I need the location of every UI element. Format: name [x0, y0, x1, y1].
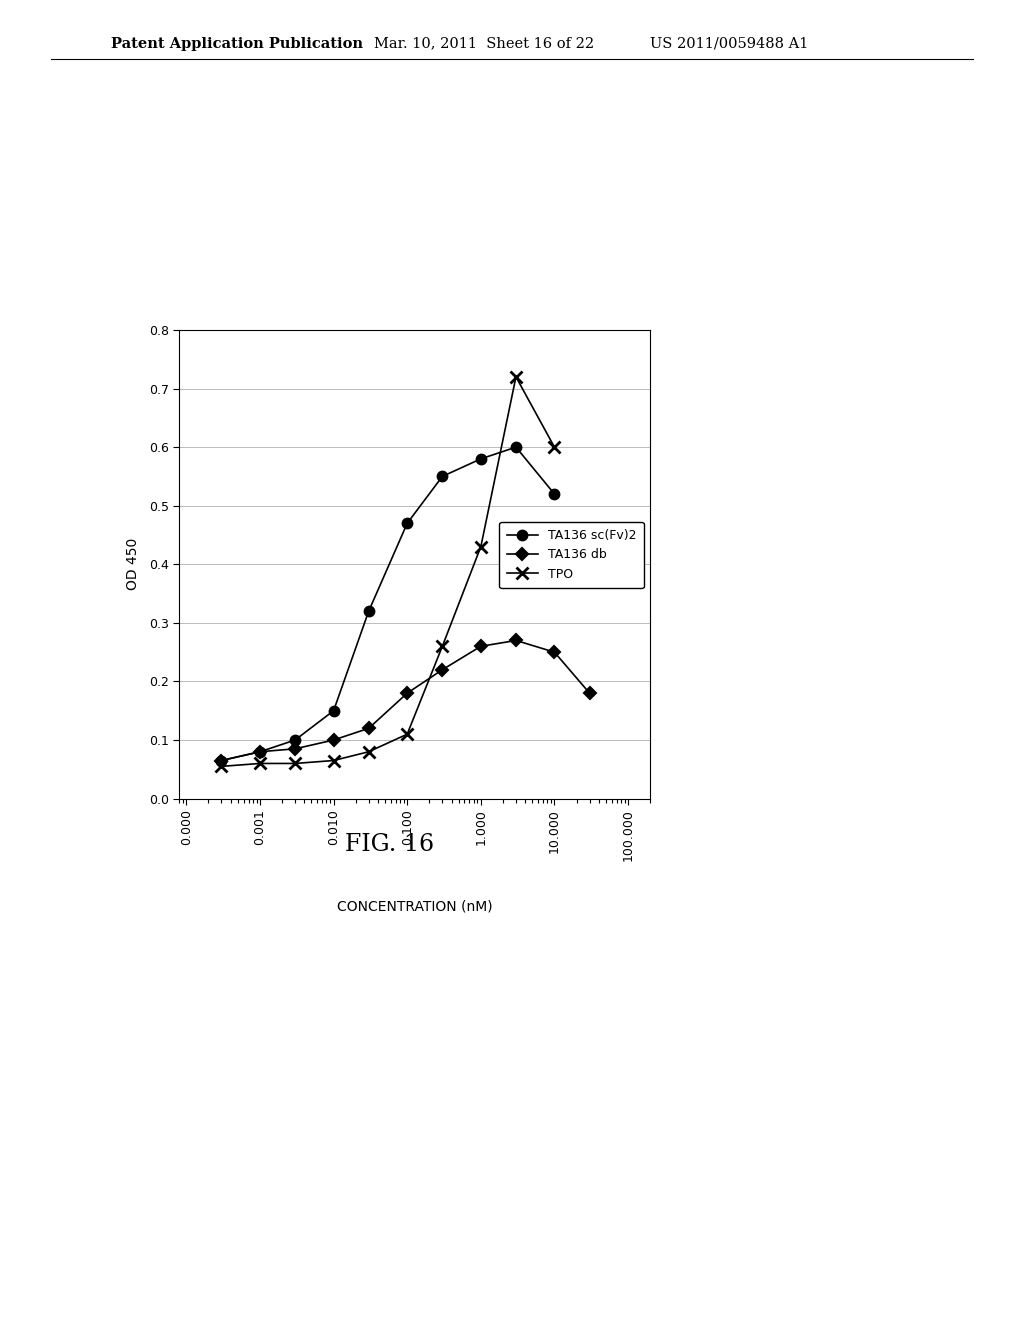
Line: TA136 sc(Fv)2: TA136 sc(Fv)2	[217, 442, 559, 766]
TA136 db	[401, 685, 414, 701]
TPO	[215, 759, 227, 775]
Text: Patent Application Publication: Patent Application Publication	[111, 37, 362, 50]
TPO	[254, 755, 266, 771]
TPO	[401, 726, 414, 742]
TA136 sc(Fv)2	[436, 469, 449, 484]
TA136 db	[510, 632, 522, 648]
TA136 db	[475, 639, 487, 655]
Text: Mar. 10, 2011  Sheet 16 of 22: Mar. 10, 2011 Sheet 16 of 22	[374, 37, 594, 50]
TA136 sc(Fv)2	[401, 515, 414, 531]
TPO	[328, 752, 340, 768]
Legend: TA136 sc(Fv)2, TA136 db, TPO: TA136 sc(Fv)2, TA136 db, TPO	[500, 521, 644, 589]
Text: US 2011/0059488 A1: US 2011/0059488 A1	[650, 37, 809, 50]
TPO	[362, 744, 375, 760]
TA136 db	[584, 685, 596, 701]
TA136 sc(Fv)2	[510, 440, 522, 455]
Text: FIG. 16: FIG. 16	[344, 833, 434, 857]
TPO	[289, 755, 301, 771]
TPO	[510, 368, 522, 385]
TPO	[436, 639, 449, 655]
TA136 sc(Fv)2	[362, 603, 375, 619]
TA136 db	[436, 661, 449, 677]
TA136 db	[362, 721, 375, 737]
X-axis label: CONCENTRATION (nM): CONCENTRATION (nM)	[337, 900, 493, 913]
TA136 db	[548, 644, 560, 660]
TA136 db	[289, 741, 301, 756]
Line: TA136 db: TA136 db	[217, 636, 594, 764]
Y-axis label: OD 450: OD 450	[126, 539, 140, 590]
TA136 sc(Fv)2	[289, 733, 301, 748]
TA136 sc(Fv)2	[254, 744, 266, 760]
TA136 db	[254, 744, 266, 760]
TA136 sc(Fv)2	[548, 486, 560, 502]
TA136 db	[215, 752, 227, 768]
TA136 sc(Fv)2	[328, 702, 340, 718]
Line: TPO: TPO	[215, 371, 561, 772]
TA136 sc(Fv)2	[215, 752, 227, 768]
TPO	[548, 440, 560, 455]
TPO	[475, 539, 487, 554]
TA136 db	[328, 733, 340, 748]
TA136 sc(Fv)2	[475, 451, 487, 467]
